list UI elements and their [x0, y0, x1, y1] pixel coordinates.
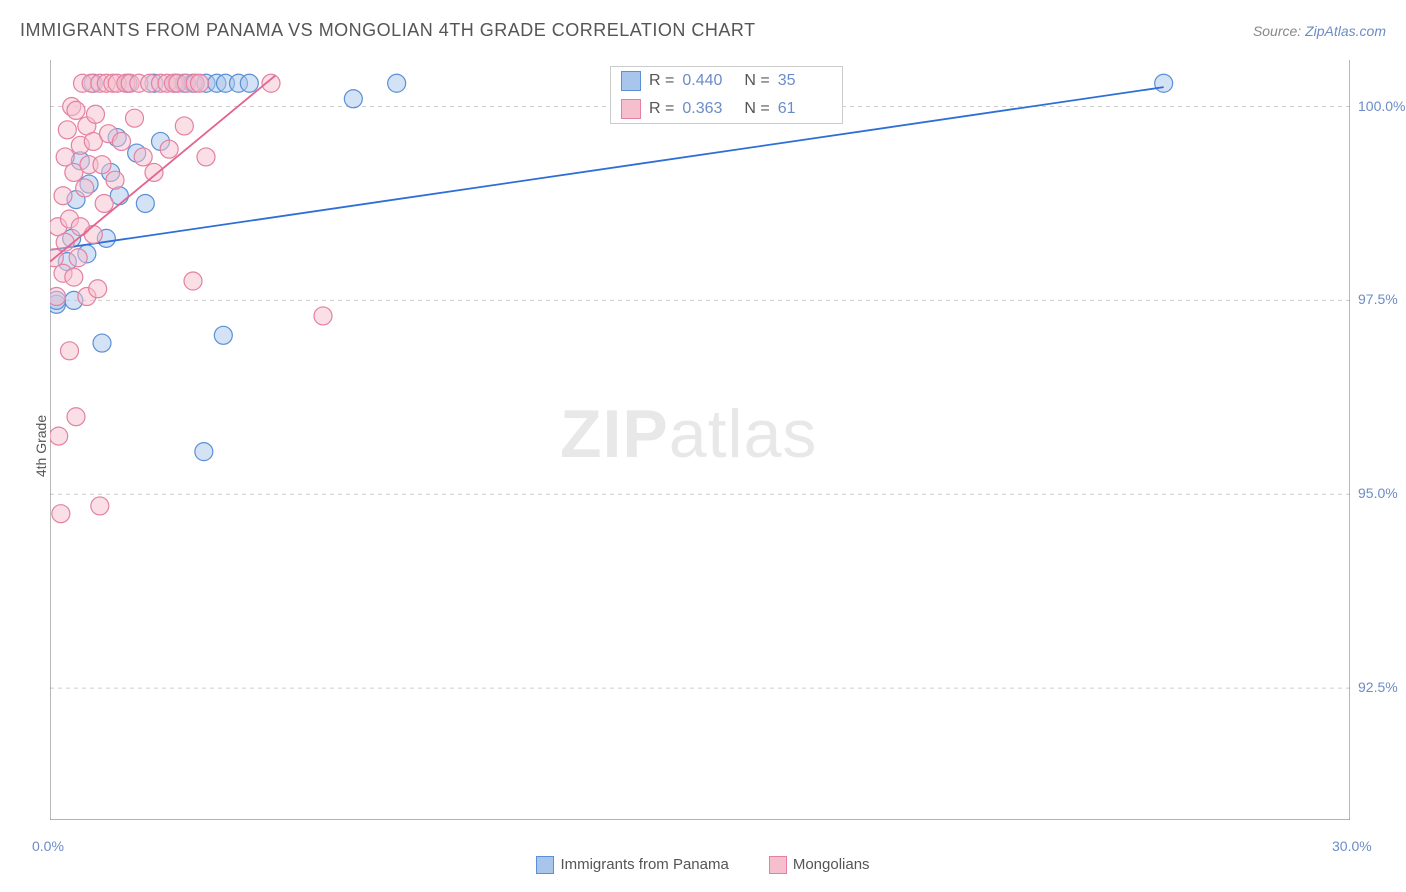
n-label: N = — [744, 100, 769, 118]
r-value: 0.440 — [682, 72, 736, 90]
y-axis-label: 4th Grade — [33, 415, 49, 477]
series-swatch-icon — [621, 99, 641, 119]
r-label: R = — [649, 100, 674, 118]
source-link[interactable]: ZipAtlas.com — [1305, 23, 1386, 39]
legend-label: Immigrants from Panama — [560, 856, 728, 873]
scatter-chart — [50, 60, 1350, 820]
y-tick: 95.0% — [1358, 485, 1398, 501]
stats-row: R = 0.363 N = 61 — [611, 95, 842, 123]
n-value: 35 — [778, 72, 832, 90]
title-bar: IMMIGRANTS FROM PANAMA VS MONGOLIAN 4TH … — [20, 20, 1386, 41]
legend-swatch-icon — [769, 856, 787, 874]
stats-row: R = 0.440 N = 35 — [611, 67, 842, 95]
legend-swatch-icon — [536, 856, 554, 874]
legend-item: Immigrants from Panama — [536, 856, 728, 874]
series-legend: Immigrants from Panama Mongolians — [0, 856, 1406, 874]
x-tick: 0.0% — [32, 838, 64, 854]
r-label: R = — [649, 72, 674, 90]
n-value: 61 — [778, 100, 832, 118]
source-attribution: Source: ZipAtlas.com — [1253, 23, 1386, 39]
legend-label: Mongolians — [793, 856, 870, 873]
y-tick: 92.5% — [1358, 679, 1398, 695]
chart-title: IMMIGRANTS FROM PANAMA VS MONGOLIAN 4TH … — [20, 20, 756, 41]
series-swatch-icon — [621, 71, 641, 91]
source-prefix: Source: — [1253, 23, 1305, 39]
n-label: N = — [744, 72, 769, 90]
r-value: 0.363 — [682, 100, 736, 118]
y-tick: 97.5% — [1358, 291, 1398, 307]
correlation-stats-legend: R = 0.440 N = 35 R = 0.363 N = 61 — [610, 66, 843, 124]
x-tick: 30.0% — [1332, 838, 1372, 854]
legend-item: Mongolians — [769, 856, 870, 874]
y-tick: 100.0% — [1358, 98, 1405, 114]
